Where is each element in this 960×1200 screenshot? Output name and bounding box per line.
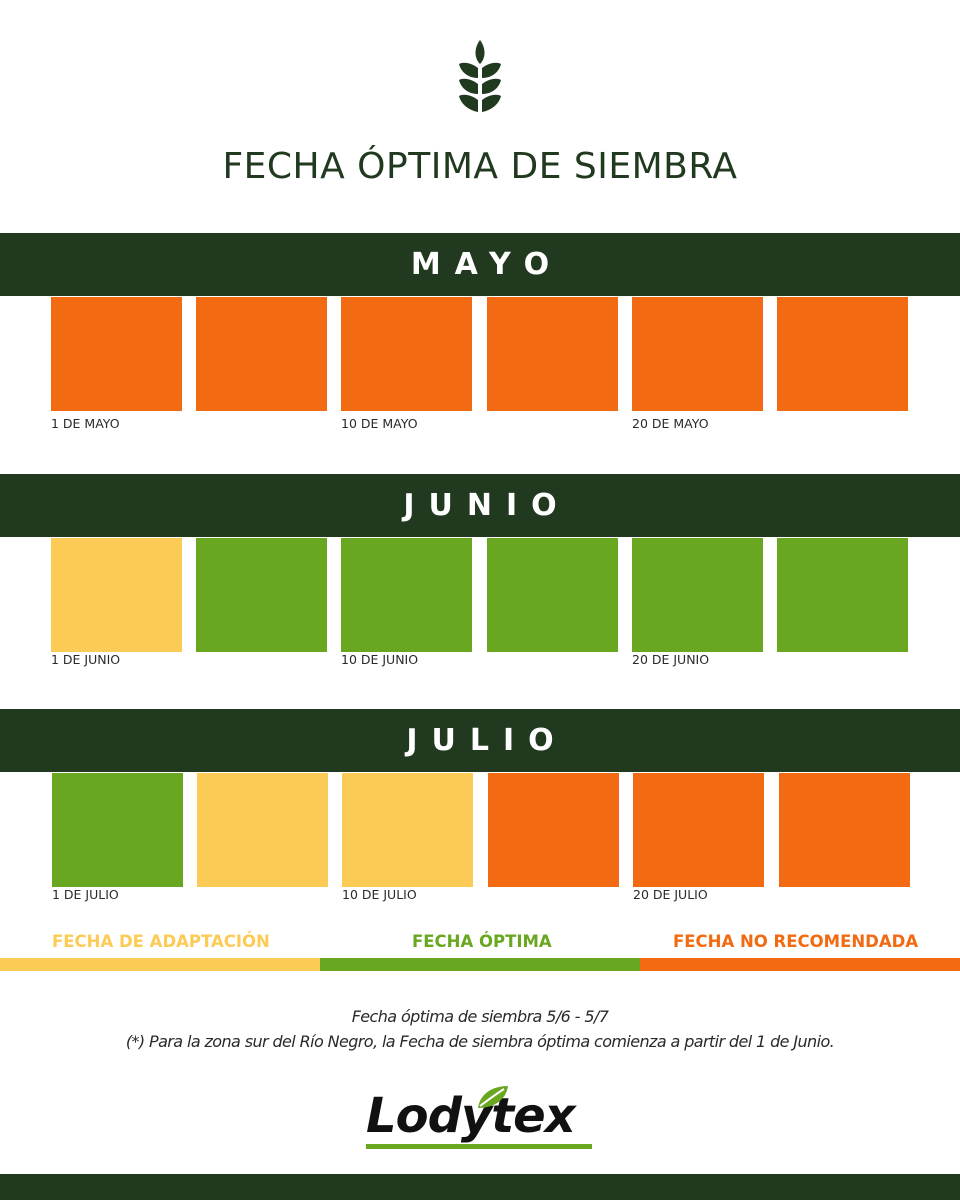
brand-name: Lodytex — [366, 1088, 576, 1144]
day-cell-junio-2 — [196, 538, 327, 652]
date-label: 10 DE JUNIO — [341, 652, 419, 667]
date-label: 20 DE JULIO — [633, 887, 708, 902]
brand-logo: Lodytex — [362, 1084, 602, 1154]
legend-bar-adaptacion — [0, 958, 320, 971]
day-cell-mayo-2 — [196, 297, 327, 411]
legend-label-adaptacion: FECHA DE ADAPTACIÓN — [52, 932, 270, 951]
day-cell-junio-6 — [777, 538, 908, 652]
month-band-junio: JUNIO — [0, 474, 960, 537]
month-band-mayo: MAYO — [0, 233, 960, 296]
legend-bar-no-recomendada — [640, 958, 960, 971]
day-cell-mayo-1 — [51, 297, 182, 411]
legend-bar-optima — [320, 958, 640, 971]
leaf-icon — [478, 1086, 508, 1108]
page-title: FECHA ÓPTIMA DE SIEMBRA — [222, 146, 738, 187]
logo-underline — [366, 1144, 592, 1149]
date-label: 1 DE JUNIO — [51, 652, 121, 667]
note-optimal-range: Fecha óptima de siembra 5/6 - 5/7 — [351, 1007, 609, 1026]
day-cell-mayo-4 — [487, 297, 618, 411]
legend-label-optima: FECHA ÓPTIMA — [412, 932, 552, 951]
note-rio-negro: (*) Para la zona sur del Río Negro, la F… — [125, 1032, 835, 1051]
day-cell-junio-5 — [632, 538, 763, 652]
footer-bar — [0, 1174, 960, 1200]
day-cell-julio-3 — [342, 773, 473, 887]
day-cell-mayo-6 — [777, 297, 908, 411]
legend-label-no-recomendada: FECHA NO RECOMENDADA — [673, 932, 919, 951]
day-cell-junio-1 — [51, 538, 182, 652]
day-cell-julio-5 — [633, 773, 764, 887]
day-cell-junio-3 — [341, 538, 472, 652]
day-cell-mayo-3 — [341, 297, 472, 411]
date-label: 1 DE JULIO — [52, 887, 119, 902]
wheat-icon — [459, 40, 501, 112]
date-label: 20 DE JUNIO — [632, 652, 710, 667]
date-label: 20 DE MAYO — [632, 416, 709, 431]
day-cell-julio-1 — [52, 773, 183, 887]
month-band-julio: JULIO — [0, 709, 960, 772]
day-cell-julio-6 — [779, 773, 910, 887]
day-cell-mayo-5 — [632, 297, 763, 411]
day-cell-julio-4 — [488, 773, 619, 887]
day-cell-junio-4 — [487, 538, 618, 652]
date-label: 1 DE MAYO — [51, 416, 120, 431]
date-label: 10 DE JULIO — [342, 887, 417, 902]
date-label: 10 DE MAYO — [341, 416, 418, 431]
day-cell-julio-2 — [197, 773, 328, 887]
